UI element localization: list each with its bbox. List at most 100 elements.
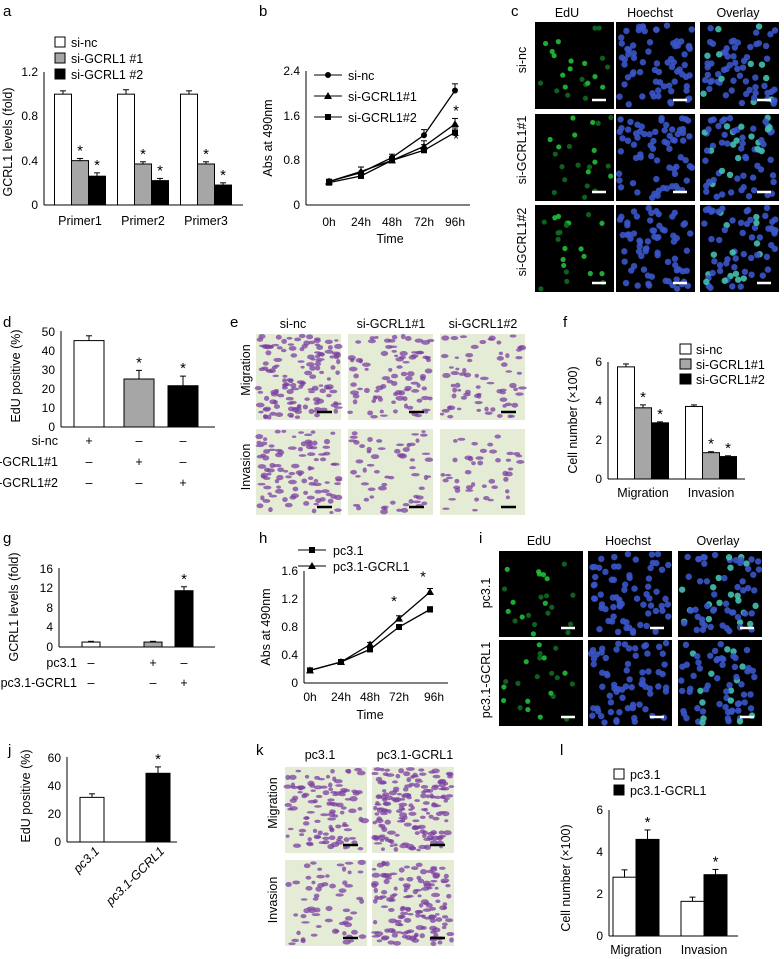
image-e-1-1-cell-45 xyxy=(359,444,366,449)
image-k-1-1-cell-117 xyxy=(391,932,399,938)
image-e-0-0-cell-139 xyxy=(256,337,264,342)
image-k-0-0-cell-86 xyxy=(318,841,326,845)
image-e-0-0-cell-1 xyxy=(300,365,305,369)
image-k-0-1-cell-84 xyxy=(440,786,450,791)
image-i-0-1-cell-27 xyxy=(643,622,650,630)
image-e-0-2-cell-18 xyxy=(448,366,454,369)
image-e-0-1-cell-58 xyxy=(404,335,412,342)
image-c-2-2-cell-5 xyxy=(739,229,746,237)
image-k-1-1-cell-108 xyxy=(377,896,384,900)
image-e-0-2-cell-63 xyxy=(516,371,522,375)
image-c-2-0-cell-19 xyxy=(578,246,584,252)
image-i-1-2-cell-38 xyxy=(741,699,748,706)
image-c-2-0-cell-10 xyxy=(541,219,547,225)
image-c-0-2-cell-14 xyxy=(731,44,739,51)
image-k-0-1-cell-105 xyxy=(418,844,428,850)
bar-f-0-1 xyxy=(685,405,703,480)
image-c-2-1-cell-48 xyxy=(654,249,661,256)
bar-d-2 xyxy=(167,385,199,428)
image-e-0-2-cell-43 xyxy=(479,339,487,345)
star-d-1: * xyxy=(136,354,142,371)
image-c-2-2-cell-11 xyxy=(737,283,744,290)
image-k-1-1-cell-123 xyxy=(386,897,395,902)
image-k-1-1-cell-78 xyxy=(400,911,409,916)
image-c-0-2-cell-68 xyxy=(704,71,712,79)
image-c-1-2-cell-5 xyxy=(745,193,753,200)
image-c-0-1-cell-56 xyxy=(672,42,679,50)
image-e-0-0-cell-64 xyxy=(311,385,319,391)
image-i-0-0-cell-0 xyxy=(565,629,571,636)
sign-g-1-3: – xyxy=(181,656,188,670)
image-e-1-1-cell-35 xyxy=(394,448,401,454)
image-c-1-2-cell-59 xyxy=(718,139,726,146)
image-e-0-1-cell-23 xyxy=(369,336,376,340)
image-k-1-1-cell-96 xyxy=(394,922,403,927)
image-e-1-0-cell-59 xyxy=(323,438,331,445)
image-k-1-1-cell-94 xyxy=(414,888,422,892)
image-e-0-0-cell-102 xyxy=(254,385,262,391)
image-e-0-2-cell-56 xyxy=(474,373,479,378)
col-k-2: pc3.1-GCRL1 xyxy=(377,748,453,762)
image-i-1-1-cell-13 xyxy=(636,701,643,708)
image-e-1-2-cell-5 xyxy=(444,473,452,477)
legend-marker-b-2 xyxy=(324,92,332,99)
group-f-1: Migration xyxy=(617,486,668,500)
image-e-0-0-cell-16 xyxy=(319,388,326,394)
image-e-1-2-cell-0 xyxy=(448,498,456,501)
image-e-1-2-cell-1 xyxy=(457,437,466,441)
image-k-1-1-cell-102 xyxy=(449,937,454,943)
image-e-1-0-cell-11 xyxy=(334,482,341,486)
image-c-0-1-cell-54 xyxy=(685,42,693,50)
legend-swatch-f-3 xyxy=(679,373,692,385)
image-k-0-0-cell-87 xyxy=(328,801,336,806)
bar-f-1-0 xyxy=(634,407,652,480)
image-e-0-0-cell-72 xyxy=(273,404,281,409)
image-e-0-0-cell-79 xyxy=(314,337,321,341)
image-i-1-2-cell-5 xyxy=(707,652,714,659)
image-e-0-0-cell-103 xyxy=(288,345,297,351)
image-k-1-1-cell-10 xyxy=(439,866,446,870)
image-e-1-0-cell-18 xyxy=(330,431,336,435)
point-h-1-4 xyxy=(426,588,434,595)
image-c-2-1-cell-45 xyxy=(622,279,630,287)
image-i-0-0-cell-14 xyxy=(540,572,547,578)
image-k-0-1-cell-82 xyxy=(403,771,411,777)
image-c-1-0-cell-0 xyxy=(591,147,597,153)
bar-f-1-1 xyxy=(702,452,720,480)
image-e-1-2-cell-15 xyxy=(452,457,458,463)
image-c-1-2-cell-33 xyxy=(750,125,757,132)
image-i-1-2-cell-58 xyxy=(696,665,704,672)
image-k-0-0-cell-9 xyxy=(320,813,329,817)
image-i-0-0-cell-19 xyxy=(531,621,538,628)
image-k-1-1-cell-46 xyxy=(417,894,422,898)
image-c-1-1-cell-26 xyxy=(679,129,687,137)
image-i-1-1-cell-57 xyxy=(599,645,606,652)
image-c-2-0-cell-7 xyxy=(599,220,605,226)
image-e-1-1-cell-53 xyxy=(348,439,357,443)
legend-label-a-3: si-GCRL1 #2 xyxy=(71,68,143,82)
image-i-0-1-cell-10 xyxy=(595,564,603,571)
cond-g-1: pc3.1 xyxy=(46,656,77,670)
image-c-2-2-cell-27 xyxy=(734,276,742,283)
image-e-1-1-cell-29 xyxy=(421,501,428,506)
image-e-1-1-cell-9 xyxy=(362,467,367,473)
image-e-0-1-cell-64 xyxy=(374,389,380,393)
image-k-0-0-cell-101 xyxy=(340,787,348,792)
image-e-0-0-cell-60 xyxy=(273,357,283,362)
image-e-0-0-cell-91 xyxy=(292,407,302,411)
image-k-1-1-cell-126 xyxy=(381,860,386,866)
image-c-2-2-cell-66 xyxy=(705,205,712,212)
image-k-1-0-cell-18 xyxy=(325,905,333,912)
point-h-1-2 xyxy=(366,640,374,648)
row-c-3: si-GCRL1#2 xyxy=(515,208,529,277)
xlabel-b: Time xyxy=(376,232,403,246)
image-i-1-2-cell-40 xyxy=(724,715,732,722)
image-c-1-1-cell-63 xyxy=(684,117,692,124)
image-k-0-1-cell-95 xyxy=(410,776,415,779)
image-e-0-0-cell-57 xyxy=(333,408,339,414)
sign-d-2-3: – xyxy=(180,455,187,469)
image-k-1-0-cell-44 xyxy=(317,883,325,888)
image-i-0-1-cell-19 xyxy=(664,601,672,608)
image-c-1-1-cell-39 xyxy=(616,177,623,184)
star-a-2-2: * xyxy=(220,167,226,184)
